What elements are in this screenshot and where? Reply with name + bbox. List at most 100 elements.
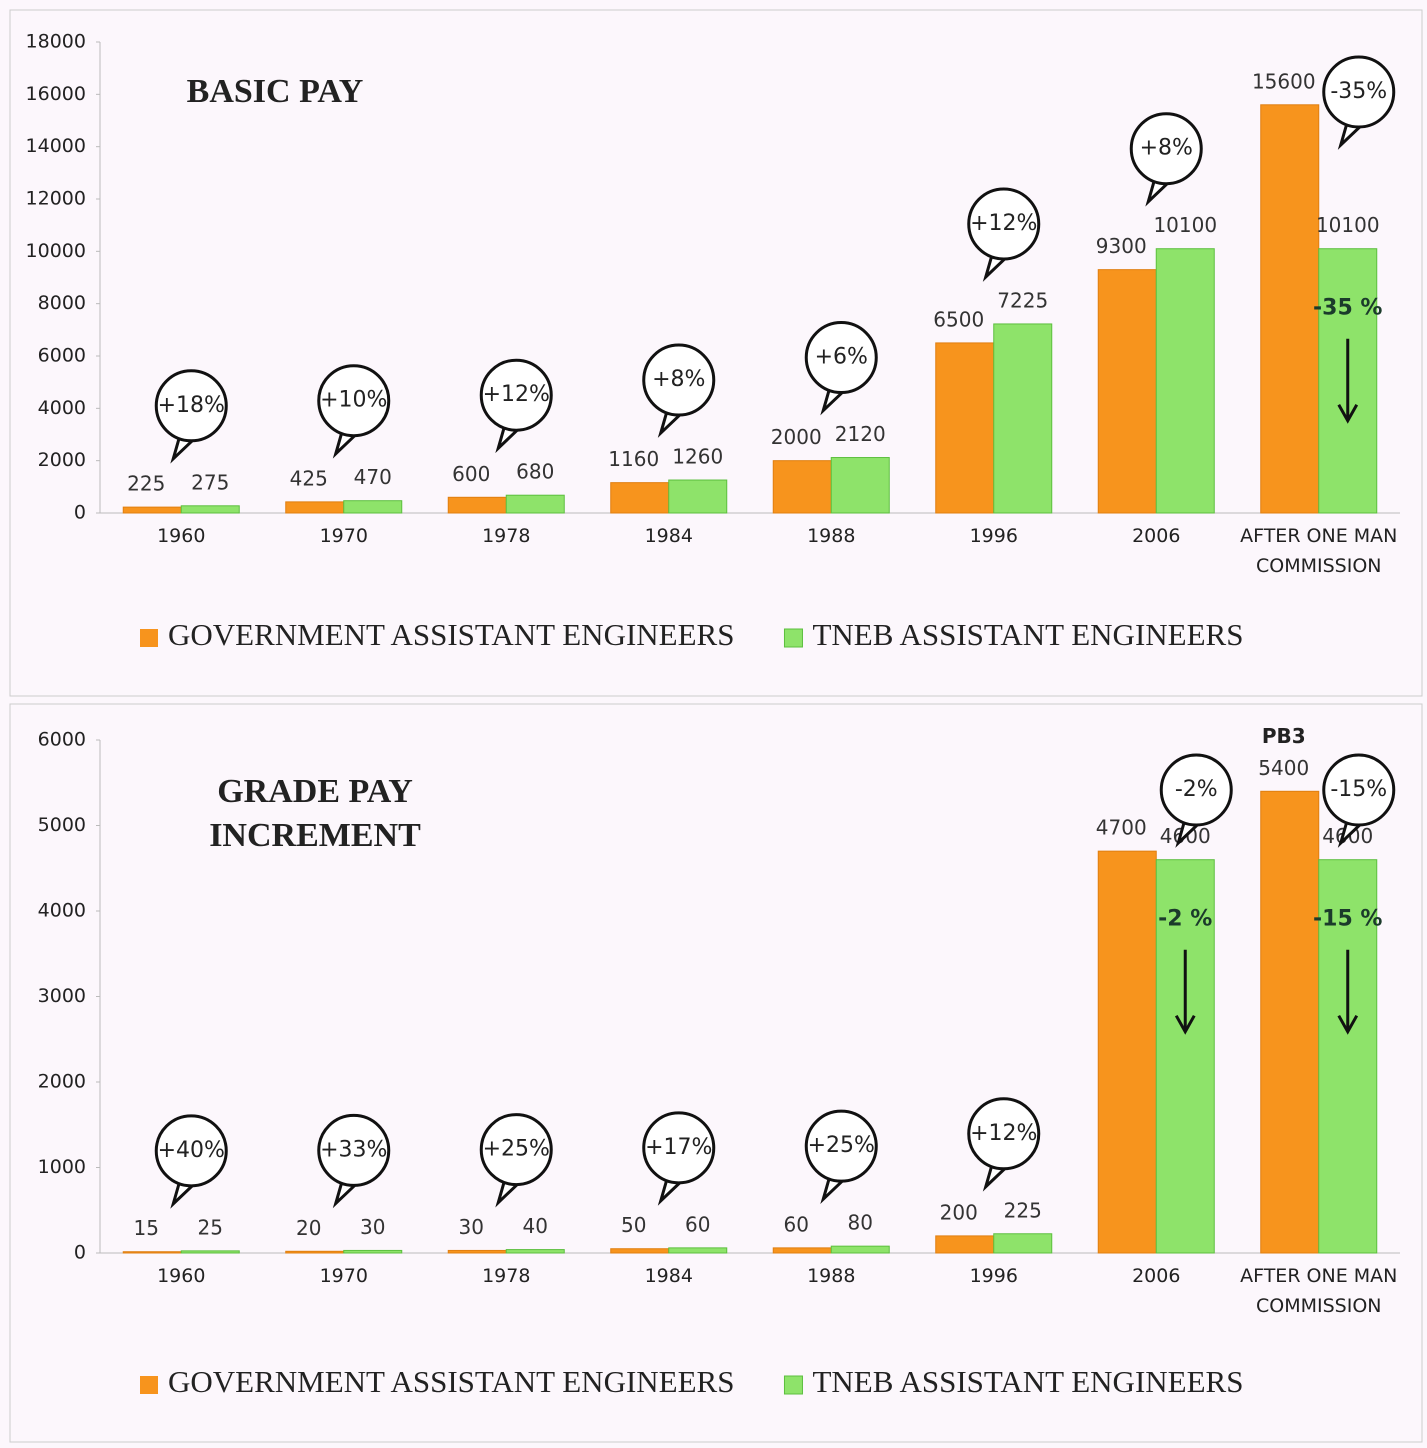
callout-text: +33% [320, 1137, 387, 1162]
callout-text: -15% [1330, 777, 1387, 802]
x-tick-label-box: 1996 [914, 1261, 1074, 1361]
x-tick-label: AFTER ONE MAN COMMISSION [1239, 521, 1399, 581]
bar [181, 506, 239, 513]
data-label: 20 [296, 1216, 321, 1240]
legend-label: TNEB ASSISTANT ENGINEERS [812, 617, 1243, 652]
bar [611, 483, 669, 513]
y-tick-label: 3000 [38, 985, 86, 1007]
inside-label: -15 % [1313, 907, 1382, 932]
legend-swatch [140, 1376, 158, 1394]
bar [506, 1250, 564, 1253]
data-label: 4700 [1096, 816, 1147, 840]
bar [669, 1248, 727, 1253]
bar [611, 1249, 669, 1253]
x-tick-label: 1988 [751, 521, 911, 551]
y-tick-label: 2000 [38, 1071, 86, 1093]
bar [123, 507, 181, 513]
bar [344, 1250, 402, 1253]
legend-label: TNEB ASSISTANT ENGINEERS [812, 1364, 1243, 1399]
bar [994, 324, 1052, 513]
callout-text: +18% [158, 393, 225, 418]
page: 0200040006000800010000120001400016000180… [0, 0, 1427, 1448]
y-tick-label: 0 [74, 1242, 86, 1264]
x-tick-label-box: 1970 [264, 1261, 424, 1361]
chart-title: BASIC PAY [175, 70, 375, 114]
legend-swatch [784, 1376, 802, 1394]
y-tick-label: 6000 [38, 345, 86, 367]
data-label: 680 [516, 460, 554, 484]
data-label: 40 [523, 1214, 548, 1238]
data-label: 60 [685, 1212, 710, 1236]
inside-label: -35 % [1313, 296, 1382, 321]
y-tick-label: 10000 [26, 240, 86, 262]
y-tick-label: 4000 [38, 900, 86, 922]
x-tick-label-box: 1978 [426, 521, 586, 621]
y-tick-label: 16000 [26, 83, 86, 105]
data-label: 9300 [1096, 234, 1147, 258]
data-label: 80 [848, 1211, 873, 1235]
data-label: 225 [127, 472, 165, 496]
x-tick-label: 2006 [1076, 1261, 1236, 1291]
x-tick-label-box: 2006 [1076, 521, 1236, 621]
legend-swatch [140, 629, 158, 647]
chart-title-box: GRADE PAY INCREMENT [170, 770, 460, 870]
x-tick-label: 1970 [264, 521, 424, 551]
x-tick-label: 1960 [101, 1261, 261, 1291]
callout-text: +17% [645, 1135, 712, 1160]
y-tick-label: 2000 [38, 449, 86, 471]
bar [773, 461, 831, 513]
bar [669, 480, 727, 513]
y-tick-label: 8000 [38, 292, 86, 314]
y-tick-label: 14000 [26, 135, 86, 157]
x-tick-label-box: 1984 [589, 521, 749, 621]
data-label: 2000 [771, 425, 822, 449]
data-label: 6500 [933, 307, 984, 331]
y-tick-label: 18000 [26, 31, 86, 53]
data-label: 15 [134, 1216, 159, 1240]
data-label: 275 [191, 470, 229, 494]
bar [344, 501, 402, 513]
callout-text: +40% [158, 1138, 225, 1163]
data-label: 30 [360, 1215, 385, 1239]
bar [181, 1251, 239, 1253]
data-label: 600 [452, 462, 490, 486]
x-tick-label-box: 1960 [101, 1261, 261, 1361]
callout-text: -2% [1175, 777, 1218, 802]
series-tag: PB3 [1262, 724, 1306, 748]
x-tick-label: 1970 [264, 1261, 424, 1291]
callout-text: +8% [652, 367, 705, 392]
callout-text: +12% [970, 1121, 1037, 1146]
callout-text: +10% [320, 388, 387, 413]
x-tick-label: 1978 [426, 1261, 586, 1291]
data-label: 10100 [1316, 213, 1380, 237]
data-label: 225 [1004, 1198, 1042, 1222]
bar [286, 502, 344, 513]
x-tick-label-box: AFTER ONE MAN COMMISSION [1239, 521, 1399, 621]
callout-text: +12% [483, 382, 550, 407]
chart-title-box: BASIC PAY [175, 70, 375, 170]
x-tick-label: 1984 [589, 521, 749, 551]
y-tick-label: 12000 [26, 188, 86, 210]
bar [123, 1252, 181, 1253]
callout-text: +12% [970, 211, 1037, 236]
y-tick-label: 4000 [38, 397, 86, 419]
x-tick-label-box: 1960 [101, 521, 261, 621]
callout-text: +8% [1140, 136, 1193, 161]
bar [1261, 791, 1319, 1253]
y-tick-label: 6000 [38, 729, 86, 751]
callout-text: +25% [483, 1137, 550, 1162]
x-tick-label-box: 1988 [751, 521, 911, 621]
data-label: 7225 [997, 288, 1048, 312]
x-tick-label: 2006 [1076, 521, 1236, 551]
bar [1098, 270, 1156, 513]
data-label: 1260 [672, 445, 723, 469]
y-tick-label: 0 [74, 502, 86, 524]
x-tick-label-box: 2006 [1076, 1261, 1236, 1361]
chart-title: GRADE PAY INCREMENT [170, 770, 460, 858]
bar [448, 497, 506, 513]
bar [286, 1251, 344, 1253]
x-tick-label: 1984 [589, 1261, 749, 1291]
bar [994, 1234, 1052, 1253]
x-tick-label-box: 1996 [914, 521, 1074, 621]
legend-label: GOVERNMENT ASSISTANT ENGINEERS [168, 617, 734, 652]
